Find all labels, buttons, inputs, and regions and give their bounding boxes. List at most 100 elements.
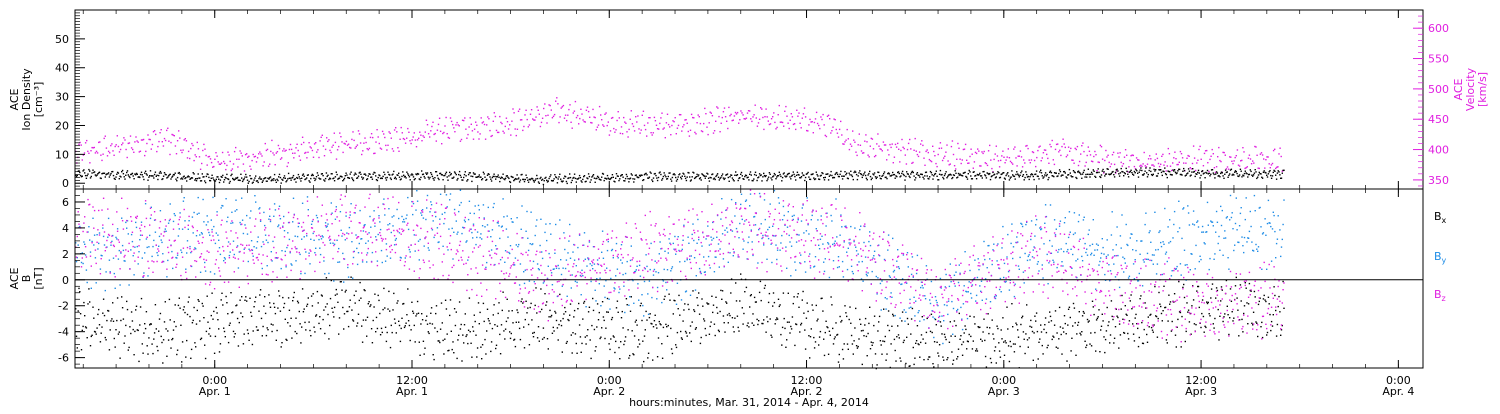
ion-density-series-point — [444, 173, 447, 175]
by-series-point — [93, 244, 95, 246]
bx-series-point — [1103, 336, 1105, 338]
ion-density-series-point — [454, 172, 457, 174]
ion-density-series-point — [1048, 176, 1050, 179]
velocity-series-point — [527, 126, 529, 128]
bx-series-point — [343, 313, 346, 315]
ion-density-series-point — [1168, 170, 1170, 173]
bx-series-point — [420, 323, 422, 325]
by-series-point — [322, 236, 324, 238]
bx-series-point — [504, 328, 507, 330]
velocity-series-point — [381, 130, 384, 133]
ion-density-series-point — [987, 172, 989, 175]
ion-density-series-point — [1261, 176, 1263, 178]
by-series-point — [582, 275, 584, 277]
by-series-point — [167, 222, 170, 224]
velocity-series-point — [240, 152, 242, 154]
ion-density-series-point — [259, 178, 262, 180]
ion-density-series-point — [239, 179, 241, 182]
by-series-point — [802, 204, 804, 206]
bx-series-point — [623, 343, 625, 346]
bx-series-point — [389, 346, 392, 349]
bx-series-point — [1141, 321, 1143, 324]
ion-density-series-point — [277, 179, 279, 182]
ion-density-series-point — [1059, 170, 1062, 173]
bx-series-point — [1171, 320, 1173, 323]
ion-density-series-point — [1252, 174, 1255, 176]
ion-density-series-point — [972, 171, 974, 173]
ion-density-series-point — [1032, 175, 1034, 178]
velocity-series-point — [114, 145, 116, 148]
velocity-series-point — [659, 122, 661, 125]
bx-series-point — [410, 329, 412, 331]
bx-series-point — [833, 338, 836, 340]
ion-density-series-point — [755, 174, 757, 177]
bx-series-point — [811, 304, 813, 306]
ion-density-series-point — [974, 175, 976, 177]
velocity-series-point — [706, 126, 708, 128]
velocity-series-point — [744, 118, 746, 120]
ion-density-series-point — [1020, 171, 1022, 174]
ion-density-series-point — [748, 179, 750, 181]
by-series-point — [98, 242, 100, 245]
bx-series-point — [316, 290, 319, 293]
velocity-series-point — [427, 133, 430, 135]
by-series-point — [784, 224, 786, 226]
by-series-point — [711, 239, 713, 241]
bx-series-point — [1157, 317, 1159, 320]
bx-series-point — [773, 301, 776, 304]
bx-series-point — [439, 341, 441, 344]
velocity-series-point — [1161, 155, 1163, 157]
ion-density-series-point — [697, 175, 699, 177]
bx-series-point — [260, 317, 263, 320]
bx-series-point — [1150, 313, 1152, 316]
by-series-point — [692, 223, 694, 225]
ion-density-series-point — [435, 171, 437, 173]
by-series-point — [579, 274, 582, 277]
by-series-point — [107, 236, 109, 238]
velocity-series-point — [1132, 154, 1134, 157]
bx-series-point — [703, 318, 705, 320]
velocity-series-point — [913, 149, 915, 151]
bx-series-point — [464, 313, 466, 315]
by-series-point — [426, 194, 429, 197]
bx-series-point — [444, 338, 446, 340]
by-series-point — [661, 301, 663, 304]
ion-density-series-point — [846, 172, 848, 174]
bx-series-point — [626, 304, 628, 306]
velocity-series-point — [932, 145, 934, 147]
by-series-point — [559, 219, 561, 221]
bx-series-point — [333, 316, 335, 318]
velocity-series-point — [787, 122, 789, 124]
bx-series-point — [564, 311, 567, 313]
by-series-point — [805, 230, 808, 232]
by-series-point — [566, 295, 568, 297]
by-series-point — [531, 243, 533, 246]
bx-series-point — [1105, 330, 1108, 332]
by-series-point — [771, 261, 773, 264]
by-series-point — [417, 240, 420, 242]
bx-series-point — [241, 316, 244, 318]
ion-density-series-point — [1017, 173, 1019, 175]
bx-series-point — [124, 335, 126, 337]
by-series-point — [634, 270, 637, 273]
bx-series-point — [817, 318, 819, 320]
velocity-series-point — [488, 118, 490, 120]
ion-density-series-point — [562, 180, 564, 182]
velocity-series-point — [421, 140, 423, 142]
ion-density-series-point — [296, 177, 299, 179]
ion-density-series-point — [224, 176, 226, 179]
bx-series-point — [1042, 353, 1044, 355]
ion-density-series-point — [1173, 169, 1176, 171]
bx-series-point — [163, 321, 166, 323]
bx-series-point — [602, 316, 605, 318]
bx-series-point — [957, 356, 959, 358]
by-series-point — [139, 234, 142, 236]
velocity-series-point — [1111, 154, 1114, 156]
bx-series-point — [1070, 350, 1072, 352]
by-series-point — [794, 261, 796, 263]
ion-density-series-point — [267, 177, 269, 179]
bx-series-point — [263, 305, 265, 307]
velocity-series-point — [579, 117, 581, 120]
velocity-series-point — [665, 122, 668, 124]
ion-density-series-point — [1023, 179, 1025, 181]
